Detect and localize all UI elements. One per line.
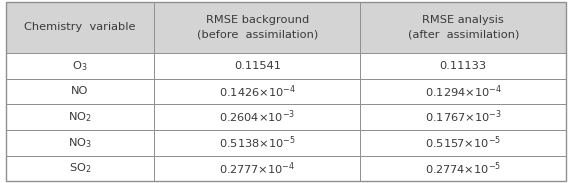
Text: 0.1426×10$^{-4}$: 0.1426×10$^{-4}$ <box>219 83 296 100</box>
Text: 0.1294×10$^{-4}$: 0.1294×10$^{-4}$ <box>425 83 502 100</box>
Text: NO$_2$: NO$_2$ <box>68 110 92 124</box>
Bar <box>154 130 360 156</box>
Bar <box>6 2 154 53</box>
Text: 0.1767×10$^{-3}$: 0.1767×10$^{-3}$ <box>425 109 502 125</box>
Bar <box>6 130 154 156</box>
Bar <box>154 156 360 181</box>
Text: Chemistry  variable: Chemistry variable <box>24 22 136 32</box>
Text: NO: NO <box>72 86 89 96</box>
Text: RMSE analysis
(after  assimilation): RMSE analysis (after assimilation) <box>408 15 519 39</box>
Text: 0.2777×10$^{-4}$: 0.2777×10$^{-4}$ <box>219 160 295 177</box>
Bar <box>360 53 566 79</box>
Bar <box>154 79 360 104</box>
Bar <box>6 156 154 181</box>
Bar <box>360 130 566 156</box>
Text: RMSE background
(before  assimilation): RMSE background (before assimilation) <box>197 15 318 39</box>
Bar <box>154 53 360 79</box>
Text: 0.5138×10$^{-5}$: 0.5138×10$^{-5}$ <box>219 134 296 151</box>
Bar <box>154 2 360 53</box>
Bar <box>6 53 154 79</box>
Text: 0.11133: 0.11133 <box>440 61 487 71</box>
Text: NO$_3$: NO$_3$ <box>68 136 92 150</box>
Bar <box>154 104 360 130</box>
Bar <box>360 2 566 53</box>
Bar <box>360 104 566 130</box>
Bar <box>360 156 566 181</box>
Text: 0.2604×10$^{-3}$: 0.2604×10$^{-3}$ <box>219 109 296 125</box>
Bar <box>360 79 566 104</box>
Text: SO$_2$: SO$_2$ <box>69 161 92 175</box>
Text: 0.5157×10$^{-5}$: 0.5157×10$^{-5}$ <box>425 134 501 151</box>
Bar <box>6 79 154 104</box>
Text: O$_3$: O$_3$ <box>72 59 88 73</box>
Text: 0.2774×10$^{-5}$: 0.2774×10$^{-5}$ <box>425 160 501 177</box>
Text: 0.11541: 0.11541 <box>234 61 281 71</box>
Bar <box>6 104 154 130</box>
